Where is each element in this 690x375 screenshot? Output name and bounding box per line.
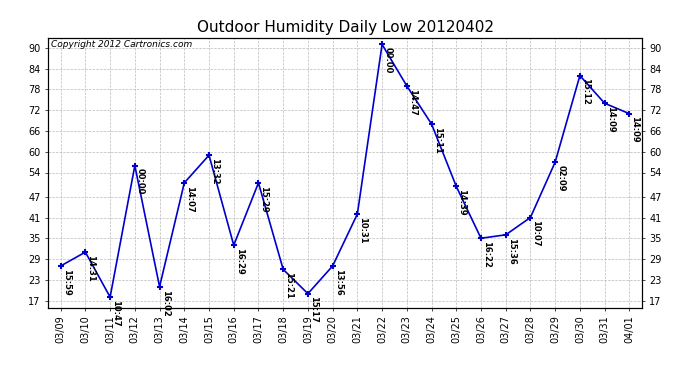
Text: 16:22: 16:22 (482, 241, 491, 268)
Text: 10:47: 10:47 (111, 300, 120, 327)
Text: 15:21: 15:21 (284, 272, 293, 299)
Text: 14:31: 14:31 (86, 255, 95, 282)
Text: 16:02: 16:02 (161, 290, 170, 316)
Title: Outdoor Humidity Daily Low 20120402: Outdoor Humidity Daily Low 20120402 (197, 20, 493, 35)
Text: 00:00: 00:00 (383, 47, 392, 74)
Text: 14:09: 14:09 (631, 116, 640, 143)
Text: 14:47: 14:47 (408, 89, 417, 116)
Text: 15:12: 15:12 (581, 78, 590, 105)
Text: 15:59: 15:59 (61, 269, 70, 296)
Text: 13:56: 13:56 (334, 269, 343, 296)
Text: Copyright 2012 Cartronics.com: Copyright 2012 Cartronics.com (51, 40, 193, 49)
Text: 14:39: 14:39 (457, 189, 466, 216)
Text: 14:09: 14:09 (606, 106, 615, 133)
Text: 15:11: 15:11 (433, 127, 442, 154)
Text: 13:32: 13:32 (210, 158, 219, 184)
Text: 10:07: 10:07 (531, 220, 540, 247)
Text: 15:29: 15:29 (259, 186, 268, 212)
Text: 14:07: 14:07 (186, 186, 195, 212)
Text: 10:31: 10:31 (358, 217, 367, 243)
Text: 16:29: 16:29 (235, 248, 244, 275)
Text: 15:36: 15:36 (506, 238, 515, 264)
Text: 02:09: 02:09 (556, 165, 565, 191)
Text: 15:17: 15:17 (309, 296, 318, 323)
Text: 00:00: 00:00 (136, 168, 145, 195)
